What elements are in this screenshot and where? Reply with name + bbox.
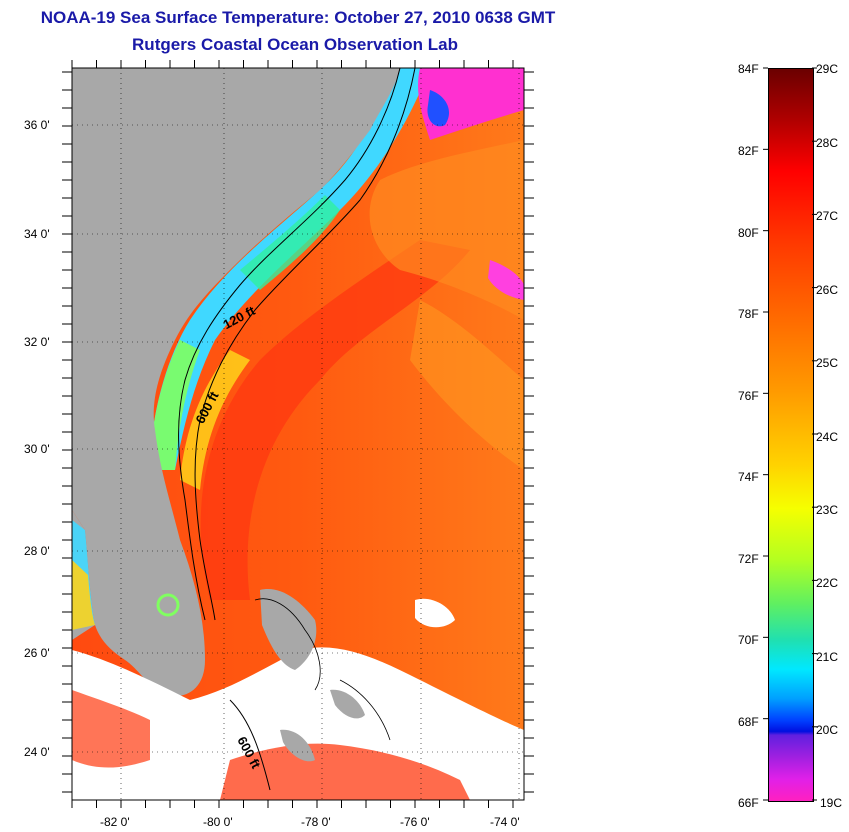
lat-label: 30 0' [24,442,50,456]
title-line-2: Rutgers Coastal Ocean Observation Lab [132,35,458,54]
colorbar-f-label: 70F [738,633,759,647]
lon-label: -82 0' [100,815,130,829]
lon-label: -74 0' [490,815,520,829]
colorbar-c-label: 22C [816,576,839,590]
lat-label: 32 0' [24,335,50,349]
contour-120ft [178,68,401,621]
lon-label: -80 0' [203,815,233,829]
colorbar-c-label: 27C [816,209,839,223]
colorbar-f-label: 76F [738,389,759,403]
colorbar-c-label: 21C [816,650,839,664]
colorbar-c-label: 24C [816,430,839,444]
coastal-cool-band [150,68,430,470]
lat-label: 36 0' [24,118,50,132]
title-line-1: NOAA-19 Sea Surface Temperature: October… [40,8,556,27]
lon-label: -76 0' [400,815,430,829]
lat-label: 24 0' [24,745,50,759]
lat-label: 34 0' [24,227,50,241]
temperature-colorbar [768,68,814,802]
colorbar-f-label: 72F [738,552,759,566]
colorbar-c-label: 29C [816,62,839,76]
colorbar-c-label: 25C [816,356,839,370]
colorbar-c-label: 19C [820,796,843,810]
colorbar-c-label: 26C [816,283,839,297]
contour-600ft [194,68,416,621]
colorbar-f-label: 74F [738,470,759,484]
colorbar-f-label: 82F [738,144,759,158]
lon-label: -78 0' [301,815,331,829]
bahamas [260,589,317,670]
colorbar-f-label: 80F [738,226,759,240]
colorbar-f-label: 84F [738,62,759,76]
offshore-patch [369,140,524,320]
colorbar-c-label: 23C [816,503,839,517]
land-mainland [72,68,400,697]
lat-label: 26 0' [24,646,50,660]
colorbar-f-label: 66F [738,796,759,810]
lat-label: 28 0' [24,544,50,558]
colorbar-c-label: 20C [816,723,839,737]
colorbar-f-label: 78F [738,307,759,321]
lake-okeechobee [156,593,180,617]
colorbar-c-label: 28C [816,136,839,150]
colorbar-f-label: 68F [738,715,759,729]
map-frame [71,67,525,801]
